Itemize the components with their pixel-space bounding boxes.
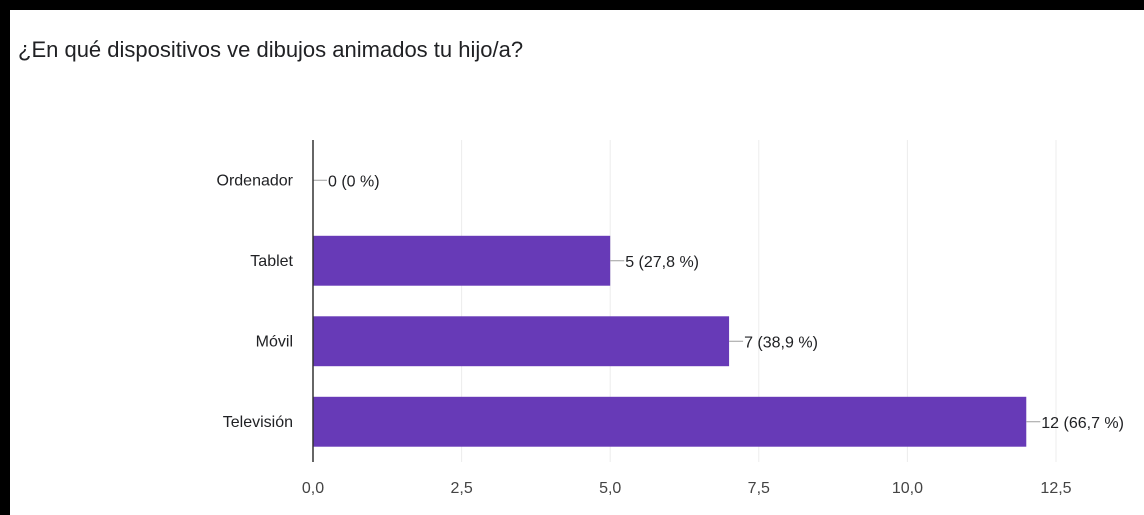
bar: [313, 396, 1027, 447]
x-tick-label: 12,5: [1040, 480, 1071, 497]
x-tick-label: 7,5: [748, 480, 770, 497]
category-label: Ordenador: [217, 172, 294, 189]
chart-card: ¿En qué dispositivos ve dibujos animados…: [10, 10, 1144, 515]
data-label: 12 (66,7 %): [1041, 415, 1124, 432]
data-label: 0 (0 %): [328, 173, 380, 190]
chart-title: ¿En qué dispositivos ve dibujos animados…: [18, 37, 524, 62]
category-label: Tablet: [250, 253, 293, 270]
x-tick-label: 0,0: [302, 480, 324, 497]
x-tick-label: 10,0: [892, 480, 923, 497]
x-tick-label: 5,0: [599, 480, 621, 497]
bar-chart: 0,0 2,5 5,0 7,5 10,0 12,5 Ordenador 0 (0 %) Tabl…: [217, 140, 1124, 497]
category-label: Televisión: [223, 414, 293, 431]
category-label: Móvil: [256, 333, 293, 350]
x-tick-label: 2,5: [450, 480, 472, 497]
data-label: 5 (27,8 %): [625, 254, 699, 271]
data-label: 7 (38,9 %): [744, 334, 818, 351]
bar: [313, 235, 611, 286]
bar: [313, 316, 730, 367]
